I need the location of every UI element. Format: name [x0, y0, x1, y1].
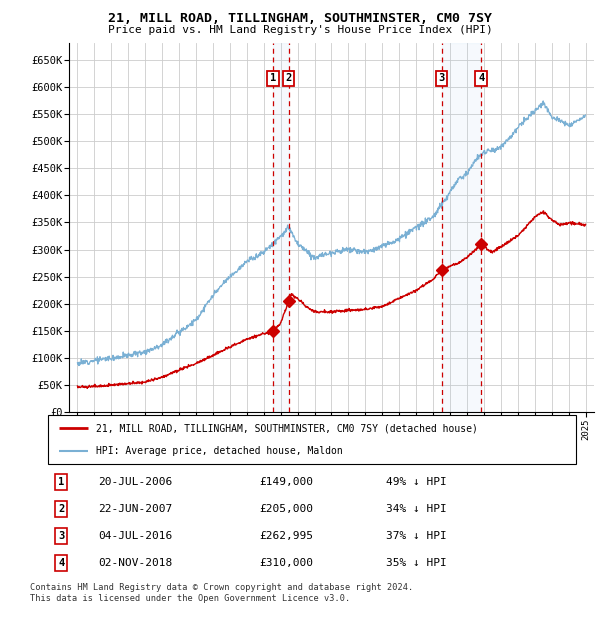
Text: HPI: Average price, detached house, Maldon: HPI: Average price, detached house, Mald… — [95, 446, 342, 456]
Text: 37% ↓ HPI: 37% ↓ HPI — [386, 531, 446, 541]
Text: Price paid vs. HM Land Registry's House Price Index (HPI): Price paid vs. HM Land Registry's House … — [107, 25, 493, 35]
Text: 4: 4 — [58, 558, 64, 568]
Text: 3: 3 — [58, 531, 64, 541]
Bar — [442, 43, 481, 412]
Text: £310,000: £310,000 — [259, 558, 313, 568]
Text: 21, MILL ROAD, TILLINGHAM, SOUTHMINSTER, CM0 7SY: 21, MILL ROAD, TILLINGHAM, SOUTHMINSTER,… — [108, 12, 492, 25]
Text: 3: 3 — [439, 73, 445, 84]
Text: 1: 1 — [270, 73, 276, 84]
Text: 21, MILL ROAD, TILLINGHAM, SOUTHMINSTER, CM0 7SY (detached house): 21, MILL ROAD, TILLINGHAM, SOUTHMINSTER,… — [95, 423, 478, 433]
Text: 4: 4 — [478, 73, 484, 84]
Text: 20-JUL-2006: 20-JUL-2006 — [98, 477, 172, 487]
Text: 35% ↓ HPI: 35% ↓ HPI — [386, 558, 446, 568]
Text: 2: 2 — [58, 504, 64, 514]
Text: £262,995: £262,995 — [259, 531, 313, 541]
Bar — [273, 43, 289, 412]
Text: Contains HM Land Registry data © Crown copyright and database right 2024.: Contains HM Land Registry data © Crown c… — [30, 583, 413, 592]
Text: This data is licensed under the Open Government Licence v3.0.: This data is licensed under the Open Gov… — [30, 594, 350, 603]
Text: 49% ↓ HPI: 49% ↓ HPI — [386, 477, 446, 487]
Text: 22-JUN-2007: 22-JUN-2007 — [98, 504, 172, 514]
Text: 02-NOV-2018: 02-NOV-2018 — [98, 558, 172, 568]
Text: 1: 1 — [58, 477, 64, 487]
Text: 04-JUL-2016: 04-JUL-2016 — [98, 531, 172, 541]
Text: £149,000: £149,000 — [259, 477, 313, 487]
Text: £205,000: £205,000 — [259, 504, 313, 514]
Text: 2: 2 — [286, 73, 292, 84]
Text: 34% ↓ HPI: 34% ↓ HPI — [386, 504, 446, 514]
FancyBboxPatch shape — [48, 415, 576, 464]
